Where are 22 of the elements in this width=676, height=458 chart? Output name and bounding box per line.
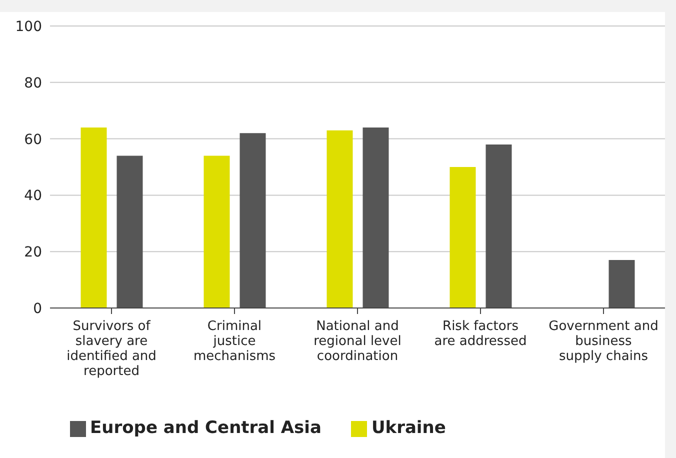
bar bbox=[204, 156, 230, 308]
x-tick-label: Government and business supply chains bbox=[548, 319, 658, 364]
legend-label: Ukraine bbox=[371, 418, 446, 438]
y-tick-label: 20 bbox=[24, 244, 42, 261]
bar bbox=[326, 130, 353, 308]
bar bbox=[608, 260, 635, 308]
y-tick-label: 0 bbox=[33, 300, 42, 317]
y-tick-label: 60 bbox=[24, 132, 42, 148]
bar bbox=[116, 156, 143, 308]
bar bbox=[240, 133, 266, 308]
bar bbox=[486, 144, 512, 308]
bar bbox=[450, 167, 476, 308]
bar bbox=[362, 128, 389, 308]
bar bbox=[80, 128, 107, 308]
x-tick-label: Survivors of slavery are identified and reported bbox=[66, 319, 156, 379]
x-tick-label: Risk factors are addressed bbox=[434, 319, 527, 349]
legend-label: Europe and Central Asia bbox=[90, 418, 322, 438]
x-tick-label: Criminal justice mechanisms bbox=[193, 319, 276, 364]
y-tick-label: 100 bbox=[15, 18, 42, 35]
y-tick-label: 40 bbox=[24, 188, 42, 204]
y-tick-label: 80 bbox=[24, 75, 42, 92]
x-tick-label: National and regional level coordination bbox=[314, 319, 402, 364]
